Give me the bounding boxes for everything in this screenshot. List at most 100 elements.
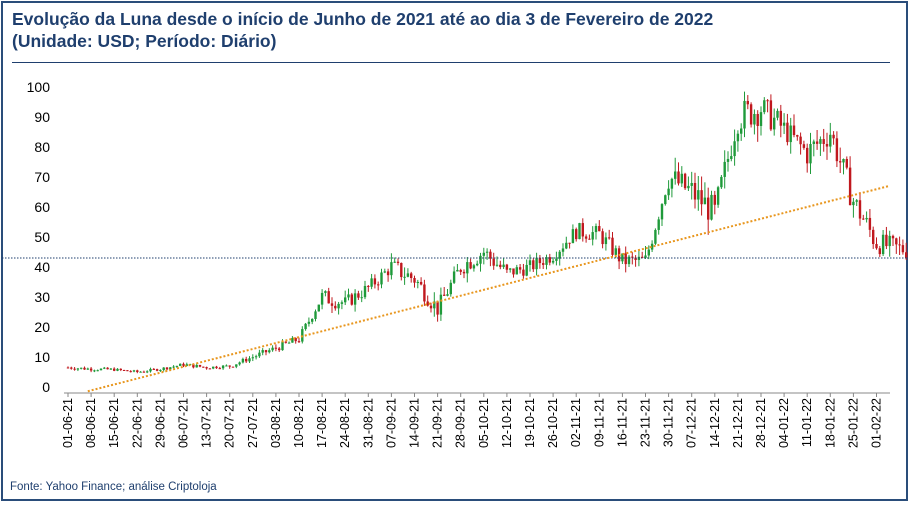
candle-body bbox=[852, 201, 855, 206]
candle-body bbox=[872, 229, 875, 245]
candle-body bbox=[845, 158, 848, 168]
title-line-2: (Unidade: USD; Período: Diário) bbox=[12, 31, 277, 51]
candle-body bbox=[749, 104, 753, 125]
candle-body bbox=[773, 117, 776, 130]
candle-body bbox=[862, 218, 865, 220]
candle-body bbox=[730, 156, 733, 159]
candle-body bbox=[80, 367, 83, 369]
candle-body bbox=[528, 260, 532, 265]
candle-body bbox=[113, 368, 116, 371]
candle-body bbox=[776, 110, 779, 118]
x-tick-label: 04-01-22 bbox=[777, 398, 791, 448]
candle-body bbox=[693, 182, 697, 200]
candle-body bbox=[683, 173, 687, 189]
x-tick-label: 05-10-21 bbox=[477, 398, 491, 448]
candle-body bbox=[294, 338, 297, 342]
candle-body bbox=[664, 195, 667, 205]
y-tick-label: 60 bbox=[34, 199, 50, 215]
candle-body bbox=[456, 269, 459, 272]
candle-body bbox=[515, 267, 518, 275]
candle-body bbox=[390, 262, 393, 276]
candle-body bbox=[763, 100, 766, 113]
candle-body bbox=[723, 161, 726, 177]
candle-body bbox=[492, 258, 495, 266]
candle-body bbox=[759, 112, 763, 126]
candle-body bbox=[109, 368, 113, 370]
candle-body bbox=[509, 268, 512, 270]
candle-body bbox=[858, 200, 862, 219]
candle-body bbox=[281, 341, 284, 351]
candle-body bbox=[720, 176, 723, 188]
candle-body bbox=[149, 368, 152, 372]
candle-body bbox=[202, 366, 205, 368]
candle-body bbox=[119, 368, 122, 370]
candle-body bbox=[888, 235, 891, 247]
candle-body bbox=[350, 294, 353, 305]
candle-body bbox=[485, 251, 489, 253]
candle-body bbox=[192, 364, 195, 368]
candle-body bbox=[162, 367, 165, 370]
candle-body bbox=[396, 261, 400, 263]
x-tick-label: 25-01-22 bbox=[846, 398, 860, 448]
candle-body bbox=[146, 371, 149, 373]
candle-body bbox=[383, 271, 386, 273]
candle-body bbox=[542, 263, 545, 265]
candle-body bbox=[604, 237, 608, 245]
candle-body bbox=[756, 113, 759, 126]
candle-body bbox=[624, 253, 627, 265]
candle-body bbox=[235, 364, 238, 367]
candle-body bbox=[426, 301, 429, 306]
candle-body bbox=[307, 321, 311, 324]
title-divider bbox=[12, 62, 890, 63]
candle-body bbox=[532, 260, 535, 270]
chart-title: Evolução da Luna desde o início de Junho… bbox=[12, 8, 713, 52]
candle-body bbox=[195, 364, 198, 368]
candle-body bbox=[76, 368, 80, 370]
candle-body bbox=[901, 245, 905, 253]
candle-body bbox=[753, 113, 756, 125]
candle-body bbox=[403, 276, 406, 278]
candle-body bbox=[179, 363, 182, 366]
y-tick-label: 80 bbox=[34, 139, 50, 155]
candle-body bbox=[377, 284, 380, 286]
candle-body bbox=[634, 257, 637, 260]
x-tick-label: 24-08-21 bbox=[338, 398, 352, 448]
candle-body bbox=[697, 190, 700, 200]
candle-body bbox=[66, 367, 70, 369]
candle-body bbox=[439, 294, 443, 315]
candle-body bbox=[482, 252, 485, 256]
x-tick-label: 14-09-21 bbox=[408, 398, 422, 448]
candle-body bbox=[155, 369, 159, 371]
candle-body bbox=[106, 367, 109, 370]
candle-body bbox=[126, 370, 129, 372]
candle-body bbox=[677, 171, 680, 184]
candle-body bbox=[631, 256, 634, 258]
candle-body bbox=[905, 252, 908, 258]
candle-body bbox=[139, 371, 142, 373]
candle-body bbox=[575, 229, 578, 240]
x-tick-label: 29-06-21 bbox=[153, 398, 167, 448]
candle-body bbox=[538, 257, 542, 264]
candle-body bbox=[452, 271, 456, 283]
candle-body bbox=[129, 371, 132, 373]
candle-body bbox=[736, 133, 740, 142]
candle-body bbox=[842, 158, 845, 163]
candle-body bbox=[264, 350, 268, 353]
candle-body bbox=[809, 143, 812, 164]
candle-body bbox=[489, 251, 492, 259]
candle-body bbox=[565, 242, 568, 249]
candle-body bbox=[373, 278, 377, 285]
candle-body bbox=[254, 356, 258, 358]
candle-body bbox=[812, 141, 815, 144]
x-tick-label: 17-08-21 bbox=[315, 398, 329, 448]
candle-body bbox=[881, 234, 885, 255]
x-tick-label: 13-07-21 bbox=[200, 398, 214, 448]
candle-body bbox=[172, 366, 175, 368]
candle-body bbox=[680, 173, 683, 184]
candle-body bbox=[561, 248, 565, 252]
candle-body bbox=[423, 284, 426, 302]
candle-body bbox=[340, 302, 344, 304]
candle-body bbox=[443, 294, 446, 296]
candle-body bbox=[175, 365, 179, 367]
